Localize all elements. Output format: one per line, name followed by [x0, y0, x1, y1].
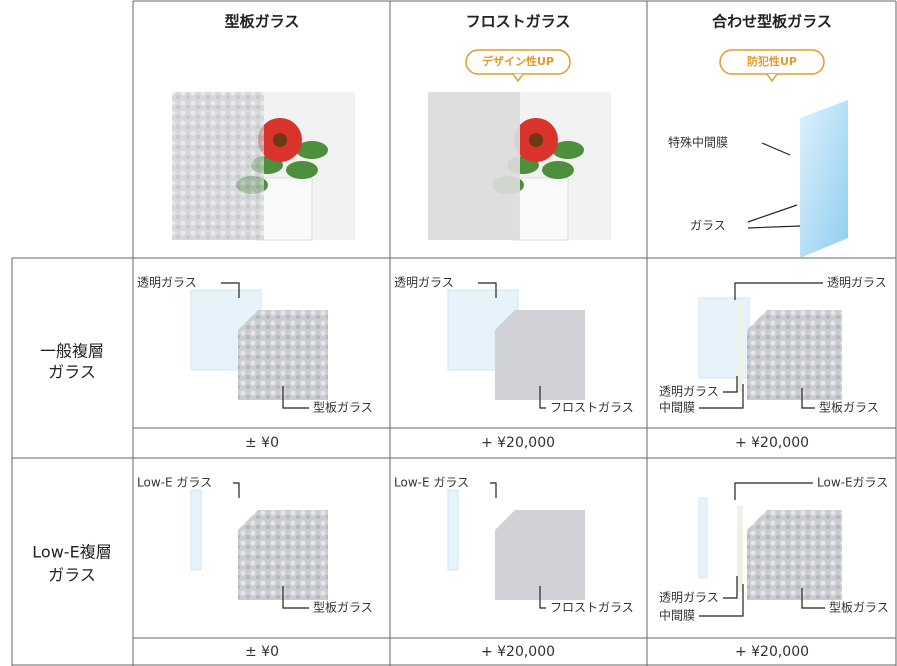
badge-text: デザイン性UP [482, 54, 554, 68]
callout-line [747, 204, 801, 229]
pane [238, 310, 328, 400]
badge-tail [512, 73, 524, 83]
leaf [296, 141, 328, 159]
callout: 型板ガラス [819, 401, 879, 415]
grid [11, 0, 897, 666]
leaf [552, 141, 584, 159]
interlayer [737, 306, 743, 392]
callout-line [734, 482, 813, 500]
callout: 透明ガラス [137, 276, 197, 290]
callout-line [699, 576, 744, 617]
pane [495, 510, 585, 600]
callout-line [282, 386, 309, 409]
flower-center [273, 133, 287, 147]
price: ± ¥0 [245, 435, 279, 451]
callout-line [221, 282, 240, 298]
callout-line [490, 482, 497, 498]
pane [747, 510, 842, 600]
callout: 透明ガラス [827, 276, 887, 290]
callout-line [761, 142, 791, 156]
callout: 透明ガラス [659, 385, 719, 399]
callout-line [478, 282, 497, 298]
callout-line [801, 388, 815, 409]
callout: Low-E ガラス [394, 476, 469, 490]
callout-line [801, 588, 825, 609]
callout: 特殊中間膜 [668, 135, 728, 150]
callout: フロストガラス [550, 401, 634, 415]
row-label: Low-E複層 [32, 543, 111, 562]
callout: 中間膜 [659, 400, 695, 415]
clear-pane [698, 497, 708, 579]
callout: 型板ガラス [313, 601, 373, 615]
callout-line [539, 586, 546, 609]
leaf [542, 161, 574, 179]
callout: フロストガラス [550, 601, 634, 615]
interlayer [737, 506, 743, 592]
badge-text: 防犯性UP [747, 54, 797, 68]
pane [495, 310, 585, 400]
clear-pane [447, 489, 459, 571]
callout: 型板ガラス [829, 601, 889, 615]
callout-line [233, 482, 240, 498]
leaf [286, 161, 318, 179]
pot [512, 177, 569, 241]
price: + ¥20,000 [481, 644, 555, 660]
callout-line [539, 386, 546, 409]
callout-line [734, 282, 823, 300]
price: + ¥20,000 [735, 644, 809, 660]
glass-overlay [428, 92, 520, 240]
price: ± ¥0 [245, 644, 279, 660]
callout: Low-Eガラス [817, 476, 888, 490]
callout-line [282, 586, 309, 609]
callout: 中間膜 [659, 608, 695, 623]
row-label: ガラス [48, 363, 96, 382]
pane [238, 510, 328, 600]
column-title: フロストガラス [466, 13, 571, 31]
callout: 透明ガラス [394, 276, 454, 290]
price: + ¥20,000 [481, 435, 555, 451]
column-title: 合わせ型板ガラス [711, 13, 832, 31]
column-title: 型板ガラス [225, 13, 300, 31]
clear-pane [190, 489, 202, 571]
price: + ¥20,000 [735, 435, 809, 451]
laminated-glass [800, 100, 848, 258]
badge-tail [766, 73, 778, 83]
row-label: 一般複層 [40, 342, 104, 361]
flower-center [529, 133, 543, 147]
row-label: ガラス [48, 566, 96, 585]
callout: ガラス [690, 219, 726, 233]
callout: 型板ガラス [313, 401, 373, 415]
pane [747, 310, 842, 400]
callout: Low-E ガラス [137, 476, 212, 490]
callout: 透明ガラス [659, 591, 719, 605]
callout-line [699, 376, 744, 409]
glass-overlay [172, 92, 264, 240]
